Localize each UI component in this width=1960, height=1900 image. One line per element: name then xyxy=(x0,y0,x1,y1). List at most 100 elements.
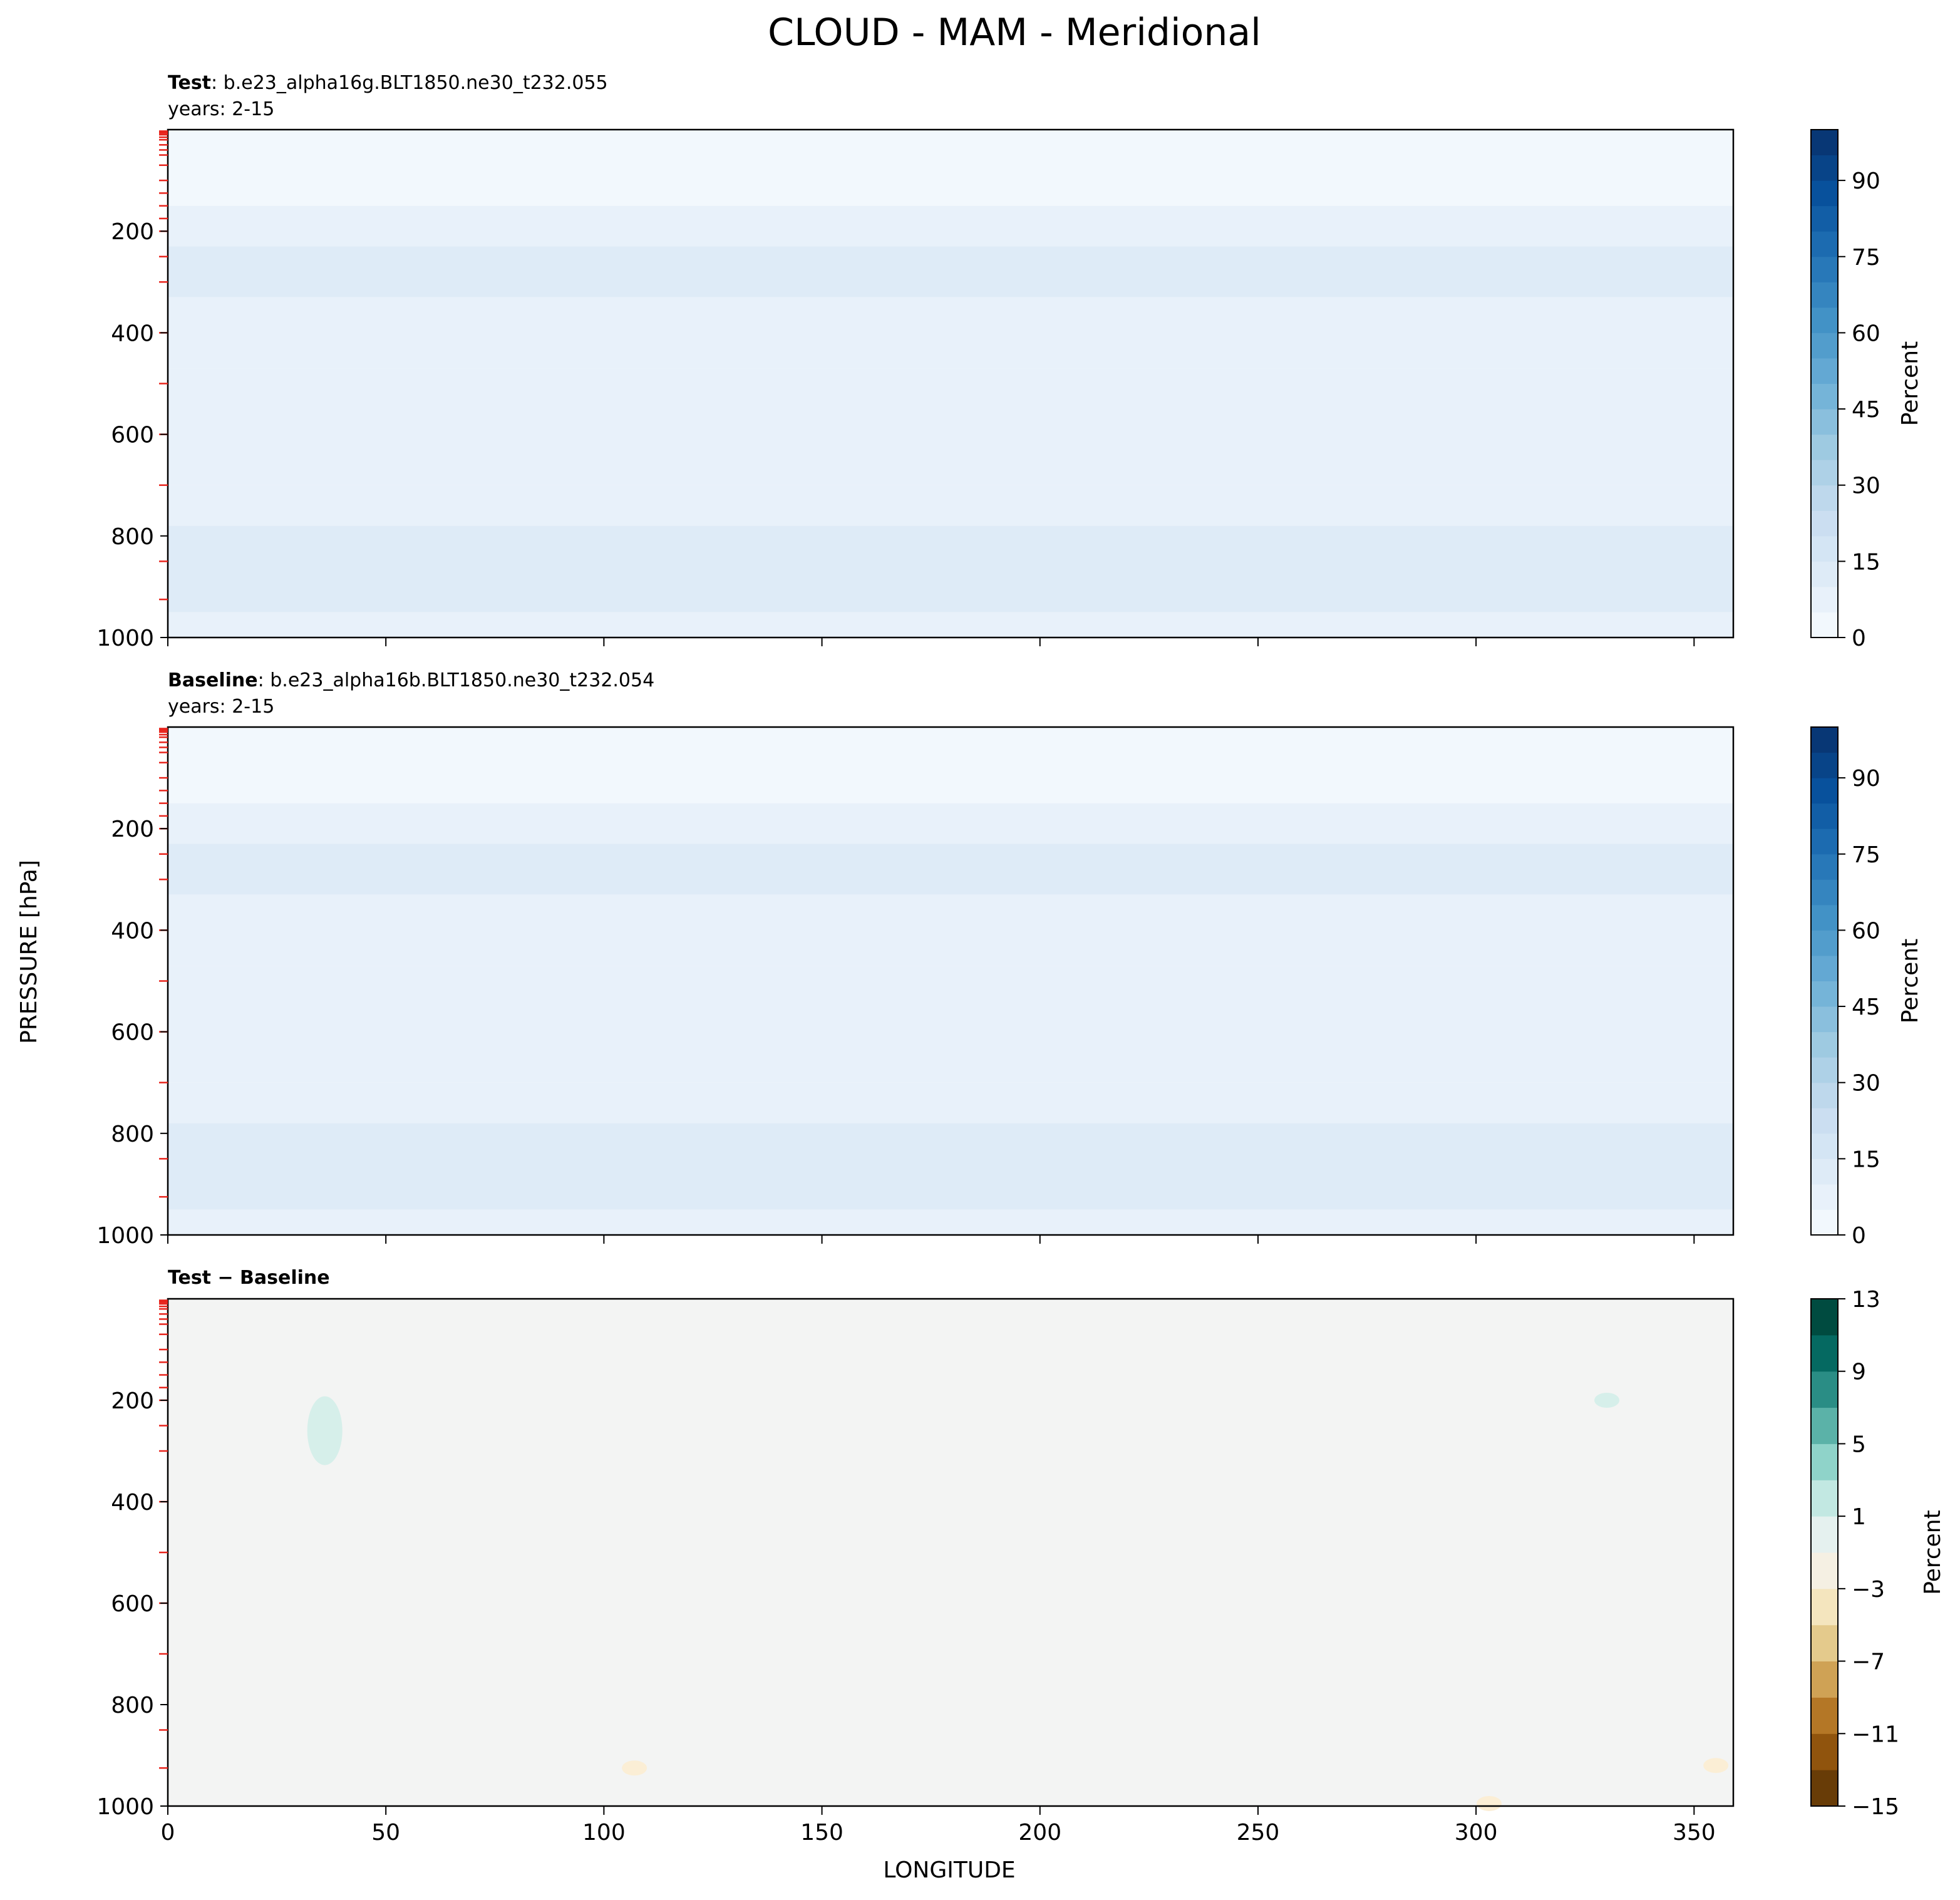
contour-background xyxy=(168,1299,1733,1806)
colorbar-tick-label: 90 xyxy=(1852,766,1880,792)
colorbar-segment xyxy=(1811,1443,1838,1480)
colorbar-segment xyxy=(1811,510,1838,537)
x-tick-label: 300 xyxy=(1455,1820,1498,1846)
colorbar-segment xyxy=(1811,955,1838,981)
colorbar-segment xyxy=(1811,1588,1838,1626)
contour-band xyxy=(168,485,1733,526)
colorbar-tick-label: 13 xyxy=(1852,1287,1880,1313)
panel-baseline: Baseline: b.e23_alpha16b.BLT1850.ne30_t2… xyxy=(96,669,1923,1249)
colorbar-segment xyxy=(1811,981,1838,1007)
colorbar-tick-label: 90 xyxy=(1852,168,1880,194)
colorbar-segment xyxy=(1811,205,1838,232)
contour-band xyxy=(168,368,1733,485)
colorbar-tick-label: 75 xyxy=(1852,245,1880,271)
colorbar-segment xyxy=(1811,1624,1838,1662)
y-tick-label: 800 xyxy=(111,1122,154,1147)
colorbar-frame xyxy=(1810,1298,1839,1807)
contour-band xyxy=(168,1209,1733,1235)
colorbar-segment xyxy=(1811,155,1838,181)
x-tick-label: 50 xyxy=(371,1820,400,1846)
colorbar-tick-label: 30 xyxy=(1852,473,1880,499)
contour-band xyxy=(168,130,1733,206)
x-tick-label: 350 xyxy=(1673,1820,1716,1846)
colorbar-segment xyxy=(1811,1733,1838,1770)
colorbar-segment xyxy=(1811,612,1838,638)
colorbar-segment xyxy=(1811,854,1838,880)
colorbar-segment xyxy=(1811,1133,1838,1159)
contour-band xyxy=(168,727,1733,803)
y-tick-label: 800 xyxy=(111,1693,154,1718)
contour-band xyxy=(168,1082,1733,1123)
contour-feature xyxy=(622,1760,647,1776)
colorbar-segment xyxy=(1811,434,1838,460)
colorbar-label: Percent xyxy=(1920,1510,1946,1594)
colorbar-segment xyxy=(1811,1516,1838,1553)
y-tick-label: 800 xyxy=(111,524,154,550)
colorbar-tick-label: 45 xyxy=(1852,994,1880,1020)
colorbar-segment xyxy=(1811,1299,1838,1336)
colorbar-tick-label: 60 xyxy=(1852,321,1880,346)
panel-test-subtitle: years: 2-15 xyxy=(168,98,274,120)
colorbar-tick-label: −11 xyxy=(1852,1722,1899,1747)
panel-test-colorbar: 0 15 30 45 60 75 90 Percent xyxy=(1810,129,1923,651)
colorbar-segment xyxy=(1811,1371,1838,1408)
colorbar-segment xyxy=(1811,1335,1838,1372)
colorbar-segment xyxy=(1811,1184,1838,1210)
colorbar-segment xyxy=(1811,1407,1838,1444)
y-tick-label: 600 xyxy=(111,1591,154,1617)
y-tick-label: 1000 xyxy=(96,1223,154,1249)
colorbar-segment xyxy=(1811,1552,1838,1589)
y-tick-label: 200 xyxy=(111,817,154,842)
colorbar-segment xyxy=(1811,460,1838,486)
colorbar-segment xyxy=(1811,485,1838,511)
colorbar-tick-label: 0 xyxy=(1852,1223,1866,1249)
panel-baseline-subtitle: years: 2-15 xyxy=(168,696,274,718)
panel-test-title-case: : b.e23_alpha16g.BLT1850.ne30_t232.055 xyxy=(211,72,608,94)
panel-difference-plot: 200 400 600 800 1000 0 50 100 150 200 250 300 350 xyxy=(96,1298,1735,1846)
colorbar-segment xyxy=(1811,409,1838,435)
colorbar-label: Percent xyxy=(1897,939,1923,1023)
contour-feature xyxy=(1477,1795,1502,1811)
colorbar-label: Percent xyxy=(1897,341,1923,426)
panel-baseline-title: Baseline: b.e23_alpha16b.BLT1850.ne30_t2… xyxy=(168,669,654,691)
colorbar-tick-label: 9 xyxy=(1852,1360,1866,1385)
colorbar-tick-label: 15 xyxy=(1852,1147,1880,1172)
colorbar-segment xyxy=(1811,1108,1838,1134)
colorbar-segment xyxy=(1811,829,1838,855)
contour-band xyxy=(168,1123,1733,1210)
colorbar-segment xyxy=(1811,778,1838,804)
colorbar-segment xyxy=(1811,535,1838,562)
colorbar-segment xyxy=(1811,1006,1838,1033)
y-tick-label: 1000 xyxy=(96,626,154,651)
colorbar-segment xyxy=(1811,333,1838,359)
colorbar-segment xyxy=(1811,130,1838,156)
colorbar-segment xyxy=(1811,752,1838,778)
y-tick-label: 400 xyxy=(111,321,154,346)
colorbar-segment xyxy=(1811,1057,1838,1083)
colorbar-segment xyxy=(1811,803,1838,829)
colorbar-tick-label: 5 xyxy=(1852,1432,1866,1457)
panel-baseline-title-bold: Baseline xyxy=(168,669,258,691)
panel-baseline-title-case: : b.e23_alpha16b.BLT1850.ne30_t232.054 xyxy=(258,669,655,691)
contour-band xyxy=(168,525,1733,612)
colorbar-segment xyxy=(1811,561,1838,587)
y-tick-label: 1000 xyxy=(96,1794,154,1820)
colorbar-tick-label: 1 xyxy=(1852,1504,1866,1530)
contour-band xyxy=(168,803,1733,844)
contour-band xyxy=(168,844,1733,895)
colorbar-segment xyxy=(1811,256,1838,282)
colorbar-segment xyxy=(1811,1480,1838,1517)
panel-difference-title: Test − Baseline xyxy=(168,1267,330,1289)
figure-title: CLOUD - MAM - Meridional xyxy=(768,11,1261,54)
colorbar-segment xyxy=(1811,282,1838,308)
contour-band xyxy=(168,246,1733,297)
colorbar-segment xyxy=(1811,1159,1838,1185)
colorbar-tick-label: 30 xyxy=(1852,1071,1880,1097)
colorbar-segment xyxy=(1811,307,1838,333)
y-tick-label: 200 xyxy=(111,1388,154,1414)
colorbar-tick-label: 75 xyxy=(1852,842,1880,868)
colorbar-tick-label: 15 xyxy=(1852,549,1880,575)
y-tick-label: 200 xyxy=(111,219,154,245)
colorbar-segment xyxy=(1811,1209,1838,1236)
